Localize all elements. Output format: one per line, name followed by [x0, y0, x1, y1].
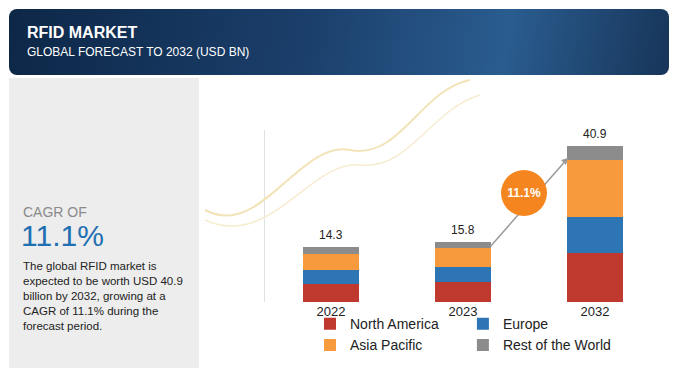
svg-text:15.8: 15.8 [451, 223, 475, 237]
svg-text:Rest of the World: Rest of the World [503, 337, 611, 353]
html-text:11.1%: 11.1% [21, 219, 104, 252]
svg-text:14.3: 14.3 [319, 228, 343, 242]
html-text:RFID MARKET: RFID MARKET [27, 24, 138, 41]
html-text:11.1%: 11.1% [507, 186, 541, 200]
svg-text:Asia Pacific: Asia Pacific [350, 337, 422, 353]
svg-text:Europe: Europe [503, 316, 548, 332]
html-text:GLOBAL FORECAST TO 2032 (USD B: GLOBAL FORECAST TO 2032 (USD BN) [27, 45, 250, 59]
html-text:CAGR OF: CAGR OF [23, 204, 87, 220]
html-text:The global RFID market is expe: The global RFID market is expected to be… [23, 260, 183, 332]
svg-text:2032: 2032 [581, 304, 610, 319]
svg-text:2022: 2022 [317, 304, 346, 319]
svg-text:40.9: 40.9 [583, 127, 607, 141]
svg-text:2023: 2023 [449, 304, 478, 319]
svg-text:North America: North America [350, 316, 439, 332]
